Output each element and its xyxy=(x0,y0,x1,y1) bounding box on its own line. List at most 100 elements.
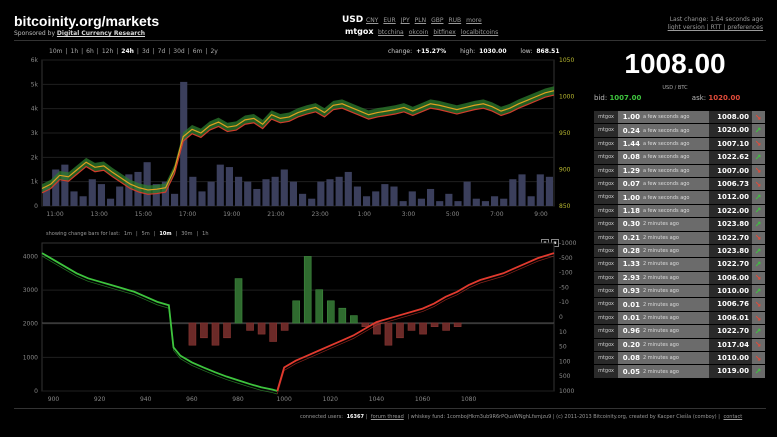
trade-exchange: mtgox xyxy=(594,271,618,285)
site-logo[interactable]: bitcoinity.org/markets xyxy=(14,13,160,29)
exchange-link-btcchina[interactable]: btcchina xyxy=(378,29,404,36)
trade-exchange: mtgox xyxy=(594,137,618,151)
currency-link-gbp[interactable]: GBP xyxy=(431,17,444,24)
volume-bar xyxy=(189,176,197,206)
volume-bar xyxy=(61,164,69,206)
change-bar xyxy=(361,322,370,328)
currency-link-more[interactable]: more xyxy=(466,17,482,24)
trade-exchange: mtgox xyxy=(594,352,618,365)
view-options-links[interactable]: light version | RTT | preferences xyxy=(667,24,763,31)
trade-price: 1017.04 xyxy=(709,338,752,352)
trade-row: mtgox 0.24 a few seconds ago 1020.00 ↗ xyxy=(594,124,765,137)
range-10m[interactable]: 10m xyxy=(49,48,63,55)
range-30d[interactable]: 30d xyxy=(173,48,185,55)
currency-link-jpy[interactable]: JPY xyxy=(400,17,410,24)
range-separator: | xyxy=(152,48,155,55)
arrow-down-icon: ↘ xyxy=(754,112,762,122)
trade-row: mtgox 0.07 a few seconds ago 1006.73 ↘ xyxy=(594,177,765,191)
trade-price: 1020.00 xyxy=(709,124,752,137)
sponsor-link[interactable]: Digital Currency Research xyxy=(56,30,146,37)
asks-line xyxy=(276,252,555,392)
divider xyxy=(14,408,766,409)
x-tick-label: 1040 xyxy=(369,396,384,403)
sponsor-line: Sponsored by Digital Currency Research xyxy=(14,30,145,37)
currency-selected: USD xyxy=(342,15,364,25)
trade-row: mtgox 0.01 2 minutes ago 1006.76 ↘ xyxy=(594,298,765,311)
y2-tick-label: 1000 xyxy=(559,94,574,101)
range-3d[interactable]: 3d xyxy=(141,48,150,55)
bars-option-5m[interactable]: 5m xyxy=(141,231,150,237)
y-tick-label: 0 xyxy=(34,203,38,210)
price-line xyxy=(41,90,555,191)
range-7d[interactable]: 7d xyxy=(157,48,166,55)
trade-time: 2 minutes ago xyxy=(643,261,679,268)
x-tick-label: 13:00 xyxy=(91,211,108,218)
x-tick-label: 1080 xyxy=(461,396,476,403)
arrow-down-icon: ↘ xyxy=(754,300,762,310)
trade-amount: 1.29 xyxy=(622,166,640,175)
exchange-link-bitfinex[interactable]: bitfinex xyxy=(433,29,456,36)
trade-exchange: mtgox xyxy=(594,177,618,191)
currency-link-eur[interactable]: EUR xyxy=(383,17,396,24)
y2-tick-label: -100 xyxy=(559,270,573,277)
range-1h[interactable]: 1h xyxy=(70,48,79,55)
users-count: 16367 xyxy=(346,414,364,420)
change-bar xyxy=(373,322,381,335)
range-2y[interactable]: 2y xyxy=(210,48,218,55)
trade-price: 1007.10 xyxy=(709,137,752,151)
trade-price: 1023.80 xyxy=(709,244,752,258)
divider xyxy=(14,40,766,41)
change-bar xyxy=(200,322,208,339)
volume-bar xyxy=(381,184,389,206)
exchange-selected: mtgox xyxy=(345,27,374,36)
trade-row: mtgox 0.08 2 minutes ago 1010.00 ↘ xyxy=(594,352,765,365)
currency-link-cny[interactable]: CNY xyxy=(366,17,379,24)
x-tick-label: 980 xyxy=(232,396,244,403)
volume-bar xyxy=(161,181,169,206)
change-bar xyxy=(430,322,439,328)
exchange-link-localbitcoins[interactable]: localbitcoins xyxy=(460,29,499,36)
bars-option-1h[interactable]: 1h xyxy=(202,231,209,237)
trade-row: mtgox 2.93 2 minutes ago 1006.00 ↘ xyxy=(594,271,765,285)
trade-price: 1006.73 xyxy=(709,177,752,191)
change-bar xyxy=(442,322,450,331)
currency-link-pln[interactable]: PLN xyxy=(414,17,427,24)
bars-option-30m[interactable]: 30m xyxy=(181,231,193,237)
range-12h[interactable]: 12h xyxy=(101,48,114,55)
currency-pair: USD / BTC xyxy=(662,85,688,91)
x-tick-label: 9:00 xyxy=(534,211,548,218)
x-tick-label: 17:00 xyxy=(179,211,196,218)
volume-bar xyxy=(43,186,51,206)
bars-option-1m[interactable]: 1m xyxy=(123,231,132,237)
trade-time: 2 minutes ago xyxy=(643,355,679,362)
trade-time: a few seconds ago xyxy=(643,167,690,174)
exchange-link-okcoin[interactable]: okcoin xyxy=(408,29,429,36)
sponsor-prefix: Sponsored by xyxy=(14,30,55,37)
volume-bar xyxy=(244,181,252,206)
range-6m[interactable]: 6m xyxy=(192,48,203,55)
range-24h[interactable]: 24h xyxy=(121,48,134,55)
arrow-down-icon: ↘ xyxy=(754,179,762,189)
trade-exchange: mtgox xyxy=(594,191,618,204)
trade-amount: 0.08 xyxy=(622,153,640,162)
arrow-down-icon: ↘ xyxy=(754,233,762,243)
y2-tick-label: 1050 xyxy=(559,57,574,64)
forum-link[interactable]: forum thread xyxy=(370,414,404,420)
bars-option-10m[interactable]: 10m xyxy=(159,231,172,237)
trade-list: mtgox 1.00 a few seconds ago 1008.00 ↘ mtgox 0… xyxy=(594,111,765,379)
currency-link-rub[interactable]: RUB xyxy=(448,17,462,24)
volume-bar xyxy=(518,174,526,206)
arrow-up-icon: ↗ xyxy=(754,367,762,377)
market-depth-chart[interactable]: 01000200030004000-1000-500-100-50-100105… xyxy=(14,239,586,409)
arrow-down-icon: ↘ xyxy=(754,273,762,283)
volume-bar xyxy=(70,191,78,206)
contact-link[interactable]: contact xyxy=(723,414,743,420)
y2-tick-label: 100 xyxy=(559,358,571,365)
sep: | xyxy=(365,414,368,420)
price-volume-chart[interactable]: 0 1k 2k 3k 4k 5k 6k 850 900 950 1000 1050 11:00 13:00… xyxy=(14,56,586,223)
range-6h[interactable]: 6h xyxy=(86,48,94,55)
trade-time: 2 minutes ago xyxy=(643,248,679,255)
trade-exchange: mtgox xyxy=(594,298,618,311)
y-tick-label: 4000 xyxy=(23,253,38,260)
y2-tick-label: 500 xyxy=(559,373,571,380)
